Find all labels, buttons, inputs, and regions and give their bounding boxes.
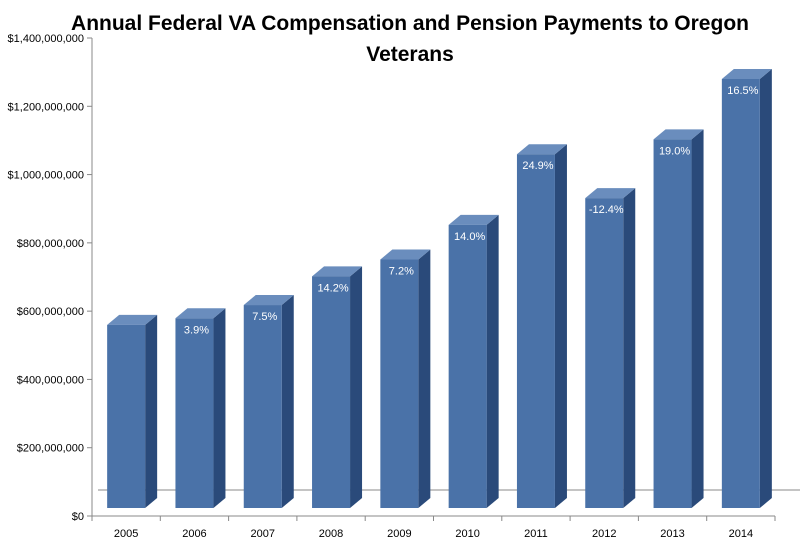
bars	[107, 69, 772, 508]
chart-container: Annual Federal VA Compensation and Pensi…	[0, 0, 800, 543]
bar-front	[380, 260, 418, 508]
bar-side	[282, 295, 294, 508]
bar	[244, 295, 294, 508]
x-tick-label: 2011	[524, 528, 548, 540]
bar-side	[760, 69, 772, 508]
y-tick-label: $200,000,000	[17, 443, 84, 455]
bar-side	[350, 266, 362, 508]
bar-side	[213, 308, 225, 508]
bar-front	[722, 79, 760, 508]
x-tick-label: 2006	[182, 528, 206, 540]
bar-front	[449, 225, 487, 508]
bar	[517, 144, 567, 508]
data-label: 16.5%	[727, 85, 758, 97]
y-tick-label: $0	[72, 511, 84, 523]
y-tick-label: $400,000,000	[17, 374, 84, 386]
bar-side	[418, 250, 430, 508]
bar-front	[654, 139, 692, 508]
data-label: 7.5%	[252, 311, 277, 323]
bar-side	[145, 315, 157, 508]
bar	[654, 129, 704, 508]
bar	[107, 315, 157, 508]
y-tick-label: $600,000,000	[17, 306, 84, 318]
y-tick-label: $1,400,000,000	[8, 33, 84, 45]
bar	[175, 308, 225, 508]
x-tick-label: 2008	[319, 528, 343, 540]
data-label: 19.0%	[659, 145, 690, 157]
data-label: -12.4%	[589, 204, 624, 216]
bar-side	[692, 129, 704, 508]
x-tick-label: 2014	[729, 528, 753, 540]
y-ticks: $0 $200,000,000 $400,000,000 $600,000,000 $8…	[8, 33, 92, 523]
data-label: 24.9%	[522, 160, 553, 172]
data-label: 14.0%	[454, 231, 485, 243]
data-label: 7.2%	[389, 266, 414, 278]
bar-front	[244, 305, 282, 508]
bar-front	[585, 198, 623, 508]
bar-front	[107, 325, 145, 508]
y-tick-label: $1,000,000,000	[8, 170, 84, 182]
data-label: 14.2%	[317, 282, 348, 294]
bar-front	[517, 154, 555, 508]
bar-side	[555, 144, 567, 508]
x-tick-label: 2007	[251, 528, 275, 540]
x-tick-label: 2010	[455, 528, 479, 540]
bar	[380, 250, 430, 508]
x-tick-label: 2013	[660, 528, 684, 540]
bar-chart: $0 $200,000,000 $400,000,000 $600,000,000 $8…	[0, 0, 800, 543]
x-ticks: 2005 2006 2007 2008 2009 2010 2011 2012 2013 2014	[92, 516, 775, 540]
bar	[312, 266, 362, 508]
y-tick-label: $800,000,000	[17, 238, 84, 250]
bar	[722, 69, 772, 508]
bar-front	[175, 318, 213, 508]
bar-side	[623, 188, 635, 508]
x-tick-label: 2009	[387, 528, 411, 540]
x-tick-label: 2005	[114, 528, 138, 540]
bar	[585, 188, 635, 508]
x-tick-label: 2012	[592, 528, 616, 540]
bar	[449, 215, 499, 508]
data-label: 3.9%	[184, 324, 209, 336]
bar-side	[487, 215, 499, 508]
bar-front	[312, 276, 350, 508]
y-tick-label: $1,200,000,000	[8, 101, 84, 113]
